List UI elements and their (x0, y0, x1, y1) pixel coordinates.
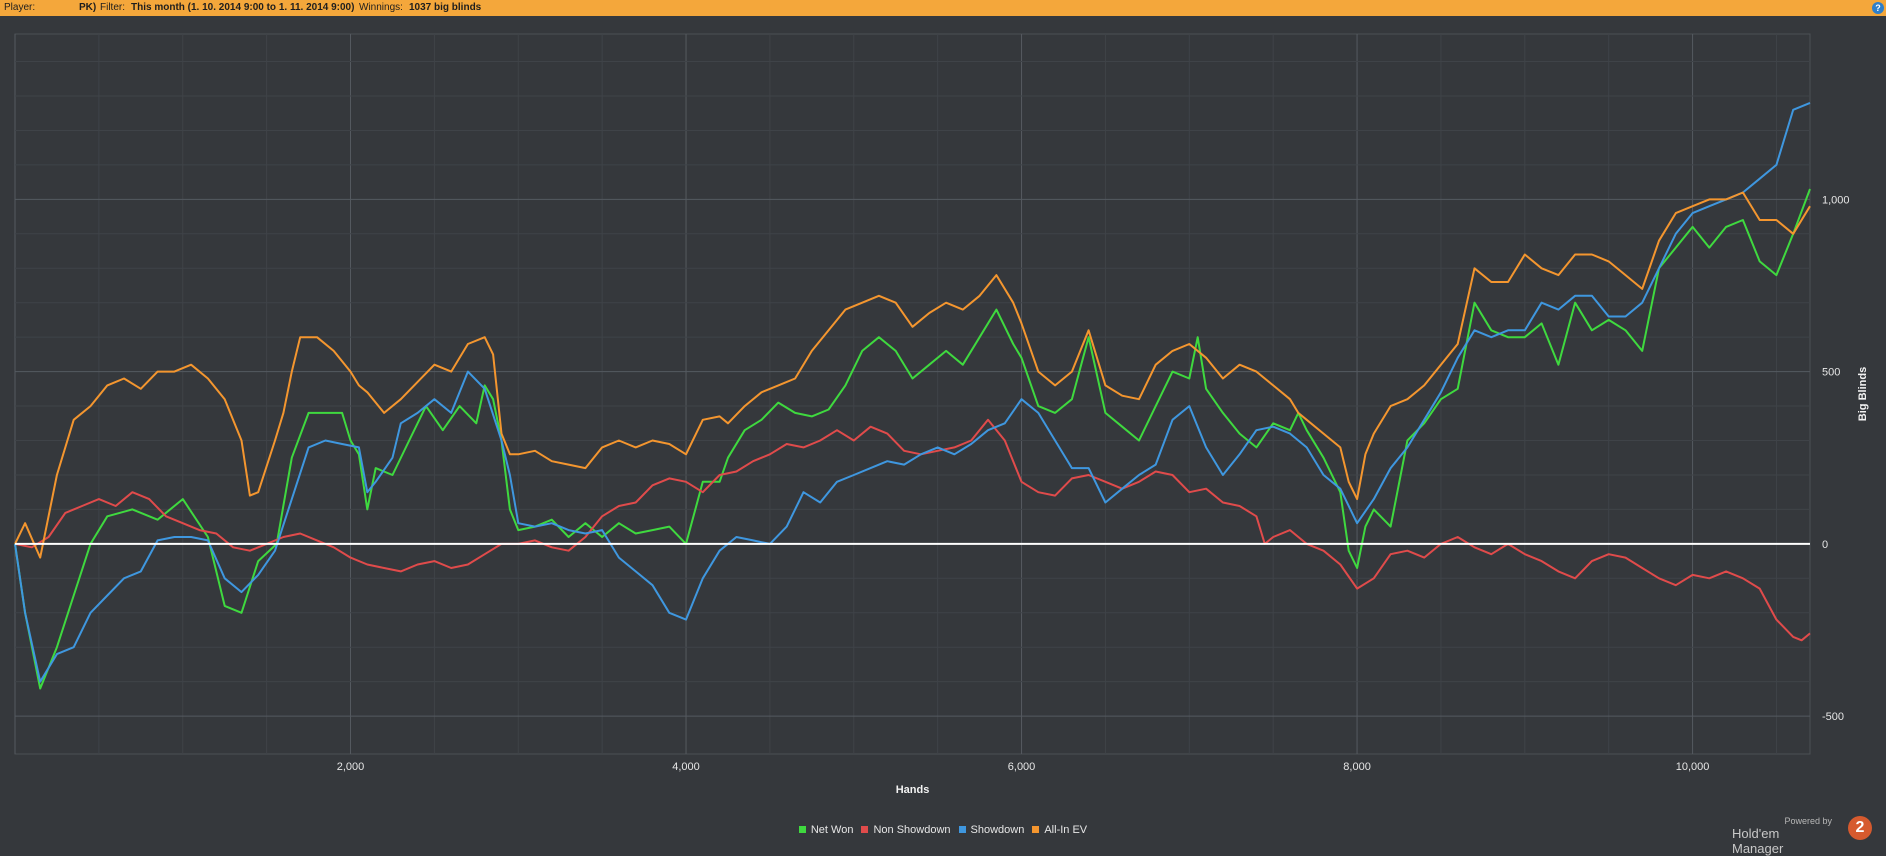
x-tick-label: 4,000 (672, 761, 700, 773)
x-tick-label: 10,000 (1676, 761, 1710, 773)
x-axis-title: Hands (896, 784, 930, 796)
powered-by-text: Powered by (1784, 816, 1832, 826)
winnings-label: Winnings: (359, 2, 403, 13)
y-tick-label: 1,000 (1822, 194, 1850, 206)
chart-axes: 2,000 4,000 6,000 8,000 10,000 -500 0 500 1,000 H… (337, 194, 1869, 796)
series-line-non-showdown (14, 418, 1811, 642)
y-tick-label: 500 (1822, 367, 1840, 379)
legend-label: All-In EV (1044, 824, 1088, 836)
legend-label: Non Showdown (873, 824, 951, 836)
legend-swatch (1032, 826, 1040, 833)
help-icon[interactable]: ? (1872, 2, 1884, 14)
legend-item-all-in-ev[interactable]: All-In EV (1032, 824, 1087, 836)
legend-swatch (861, 826, 869, 833)
filter-label: Filter: (100, 2, 125, 13)
legend-item-non-showdown[interactable]: Non Showdown (861, 824, 951, 836)
winnings-value: 1037 big blinds (409, 2, 482, 13)
player-label: Player: (4, 2, 36, 13)
chart-grid (14, 33, 1811, 755)
legend-label: Showdown (970, 824, 1025, 836)
hem-logo-icon: 2 (1848, 816, 1872, 840)
filter-bar: Player: PK) Filter: This month (1. 10. 2… (0, 0, 1886, 16)
y-axis-title: Big Blinds (1857, 367, 1869, 421)
branding: Powered by Hold'em Manager 2 (1732, 816, 1872, 856)
legend-item-showdown[interactable]: Showdown (958, 824, 1025, 836)
player-value[interactable]: PK) (79, 2, 97, 13)
plot-area-border (14, 33, 1811, 755)
y-tick-label: -500 (1822, 711, 1844, 723)
filter-value[interactable]: This month (1. 10. 2014 9:00 to 1. 11. 2… (131, 2, 355, 13)
series-line-showdown (14, 101, 1811, 683)
x-tick-label: 2,000 (337, 761, 365, 773)
chart-legend: Net Won Non Showdown Showdown All-In EV (0, 824, 1886, 836)
legend-swatch (958, 826, 966, 833)
y-tick-label: 0 (1822, 539, 1828, 551)
x-tick-label: 6,000 (1008, 761, 1036, 773)
legend-swatch (798, 826, 806, 833)
legend-item-net-won[interactable]: Net Won (798, 824, 854, 836)
winnings-chart: 2,000 4,000 6,000 8,000 10,000 -500 0 500 1,000 H… (14, 33, 1869, 796)
legend-label: Net Won (810, 824, 854, 836)
product-name: Hold'em Manager (1732, 826, 1784, 856)
series-line-all-in-ev (14, 191, 1811, 559)
x-tick-label: 8,000 (1343, 761, 1371, 773)
chart-series (14, 101, 1811, 690)
series-line-net-won (14, 188, 1811, 690)
